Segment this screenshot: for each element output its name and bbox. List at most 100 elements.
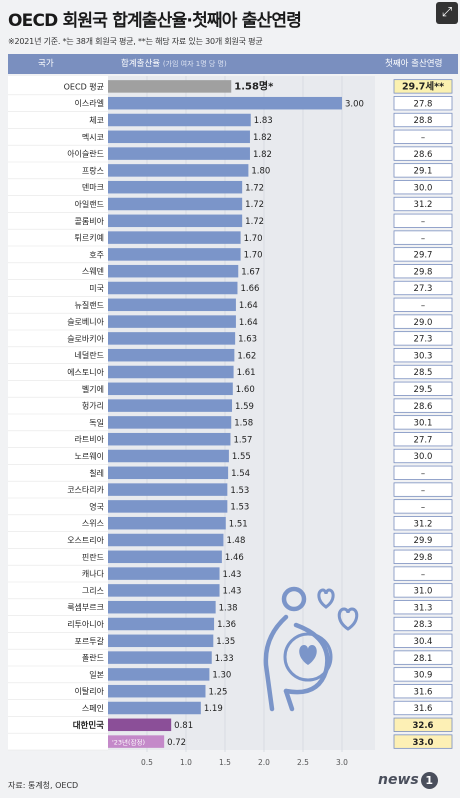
age-label: 33.0 — [413, 738, 434, 748]
bar — [108, 147, 250, 160]
age-label: 29.8 — [414, 553, 433, 563]
value-label: 1.19 — [204, 704, 223, 714]
value-label: 1.46 — [225, 553, 244, 563]
country-label: 체코 — [89, 115, 104, 125]
header-age: 첫째아 출산연령 — [385, 59, 443, 69]
bar — [108, 600, 216, 614]
age-label: 29.8 — [414, 267, 433, 277]
country-label: 콜롬비아 — [75, 216, 105, 226]
header-tfr-unit: (가임 여자 1명 당 명) — [162, 60, 227, 68]
bar — [108, 651, 212, 664]
country-label: 독일 — [89, 418, 104, 427]
country-label: 호주 — [89, 250, 104, 259]
bar — [108, 348, 235, 362]
value-label: 1.25 — [209, 687, 228, 697]
age-label: 32.6 — [413, 721, 434, 731]
age-box — [393, 230, 453, 245]
bar — [108, 550, 222, 564]
bar — [108, 483, 228, 496]
value-label: 1.36 — [217, 620, 236, 630]
age-box — [393, 247, 453, 262]
value-label: 1.72 — [245, 200, 264, 210]
value-label: 1.38 — [219, 603, 238, 613]
leg-shape — [283, 688, 295, 712]
country-label: 덴마크 — [82, 183, 104, 192]
country-label: 핀란드 — [82, 552, 104, 562]
age-label: – — [421, 234, 425, 244]
age-label: 29.7세** — [402, 81, 444, 93]
table-row: 캐나다 1.43 – — [8, 566, 453, 583]
chart-title: OECD 회원국 합계출산율·첫째아 출산연령 — [8, 11, 302, 31]
country-label: 스웨덴 — [82, 266, 104, 276]
table-row: 슬로바키아 1.63 27.3 — [8, 331, 453, 348]
table-row: 영국 1.53 – — [8, 499, 453, 516]
country-label: 뉴질랜드 — [75, 300, 104, 310]
age-box — [393, 264, 453, 279]
value-label: 1.83 — [254, 116, 273, 126]
x-tick-label: 3.0 — [336, 758, 348, 767]
age-label: – — [421, 133, 425, 143]
expand-icon[interactable]: ⤢ — [436, 2, 458, 24]
bar — [108, 264, 239, 278]
age-label: – — [421, 469, 425, 479]
value-label: 1.67 — [241, 267, 260, 277]
country-label: 네덜란드 — [75, 350, 104, 360]
table-row: 프랑스 1.80 29.1 — [8, 163, 453, 180]
table-row: OECD 평균 1.58명* 29.7세** — [8, 79, 453, 96]
age-label: 31.2 — [414, 200, 433, 210]
table-row: 핀란드 1.46 29.8 — [8, 549, 453, 566]
table-row: 이스라엘 3.00 27.8 — [8, 96, 453, 112]
age-box — [393, 633, 453, 648]
bar — [108, 432, 231, 446]
head-shape — [281, 586, 307, 612]
age-label: 29.0 — [414, 318, 433, 328]
value-label: 1.72 — [245, 183, 264, 193]
table-row: 이탈리아 1.25 31.6 — [8, 684, 453, 700]
bar — [108, 214, 243, 228]
value-label: 1.51 — [229, 519, 248, 529]
age-label: 30.4 — [414, 637, 433, 647]
country-label: 튀르키예 — [75, 233, 104, 243]
age-label: 27.3 — [414, 335, 433, 345]
age-label: 29.9 — [414, 536, 433, 546]
age-label: 28.8 — [414, 116, 433, 126]
age-box — [393, 432, 453, 447]
age-label: 27.8 — [414, 99, 433, 109]
table-row: 대한민국 0.81 32.6 — [8, 717, 453, 734]
age-label: 28.1 — [414, 654, 433, 664]
age-box — [393, 700, 453, 716]
table-row: 코스타리카 1.53 – — [8, 482, 453, 499]
table-row: 리투아니아 1.36 28.3 — [8, 616, 453, 633]
age-label: 28.5 — [414, 368, 433, 378]
age-label: – — [421, 486, 425, 496]
value-label: 1.53 — [230, 486, 249, 496]
pregnant-woman-with-hearts-icon — [263, 586, 359, 712]
bar — [108, 365, 234, 379]
age-label: – — [421, 503, 425, 513]
bar — [108, 684, 206, 698]
bar — [108, 298, 236, 312]
value-label: 1.59 — [235, 402, 254, 412]
bar — [108, 416, 232, 429]
heart-icon — [337, 607, 359, 631]
age-label: 29.7 — [414, 251, 433, 261]
country-label: 캐나다 — [82, 570, 105, 579]
table-row: 칠레 1.54 – — [8, 465, 453, 482]
value-label: 1.33 — [215, 654, 234, 664]
country-label: 슬로바키아 — [67, 333, 104, 343]
country-label: OECD 평균 — [64, 81, 104, 91]
value-label: 1.55 — [232, 452, 251, 462]
age-box — [393, 398, 453, 413]
table-row: 체코 1.83 28.8 — [8, 112, 453, 129]
value-label: 1.58명* — [234, 80, 274, 93]
bar — [108, 701, 201, 715]
age-box — [393, 331, 453, 346]
bar — [108, 516, 226, 530]
value-label: 1.60 — [236, 385, 255, 395]
table-row: 에스토니아 1.61 28.5 — [8, 364, 453, 381]
x-axis: 0.5 1.0 1.5 2.0 2.5 3.0 — [141, 758, 348, 767]
table-row: 콜롬비아 1.72 – — [8, 213, 453, 230]
bar — [108, 281, 238, 295]
table-row: 포르투갈 1.35 30.4 — [8, 633, 453, 650]
